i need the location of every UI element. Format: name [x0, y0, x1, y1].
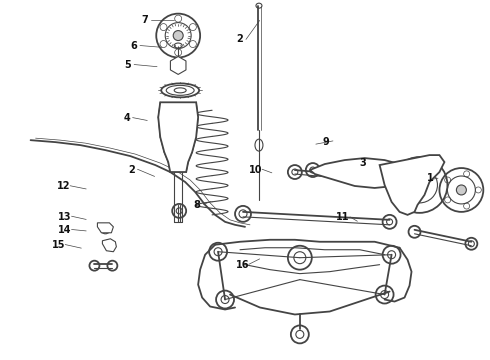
- Text: 8: 8: [194, 200, 200, 210]
- Text: 15: 15: [51, 240, 65, 250]
- Text: 5: 5: [124, 60, 131, 70]
- Text: 9: 9: [323, 137, 329, 147]
- Polygon shape: [102, 239, 116, 252]
- Text: 7: 7: [142, 15, 148, 26]
- Text: 12: 12: [56, 181, 70, 192]
- Text: 1: 1: [427, 173, 434, 183]
- Circle shape: [173, 31, 183, 41]
- Polygon shape: [158, 102, 198, 172]
- Text: 2: 2: [128, 165, 135, 175]
- Text: 2: 2: [237, 35, 244, 44]
- Circle shape: [456, 185, 466, 195]
- Text: 16: 16: [236, 260, 249, 270]
- Text: 4: 4: [123, 113, 130, 123]
- Text: 6: 6: [130, 41, 137, 51]
- Polygon shape: [98, 223, 113, 233]
- Polygon shape: [380, 155, 444, 215]
- Text: 11: 11: [336, 212, 349, 222]
- Text: 13: 13: [57, 212, 71, 222]
- Polygon shape: [310, 158, 419, 188]
- Text: 14: 14: [57, 225, 71, 235]
- Text: 10: 10: [249, 165, 263, 175]
- Text: 3: 3: [359, 158, 366, 168]
- Polygon shape: [171, 57, 186, 75]
